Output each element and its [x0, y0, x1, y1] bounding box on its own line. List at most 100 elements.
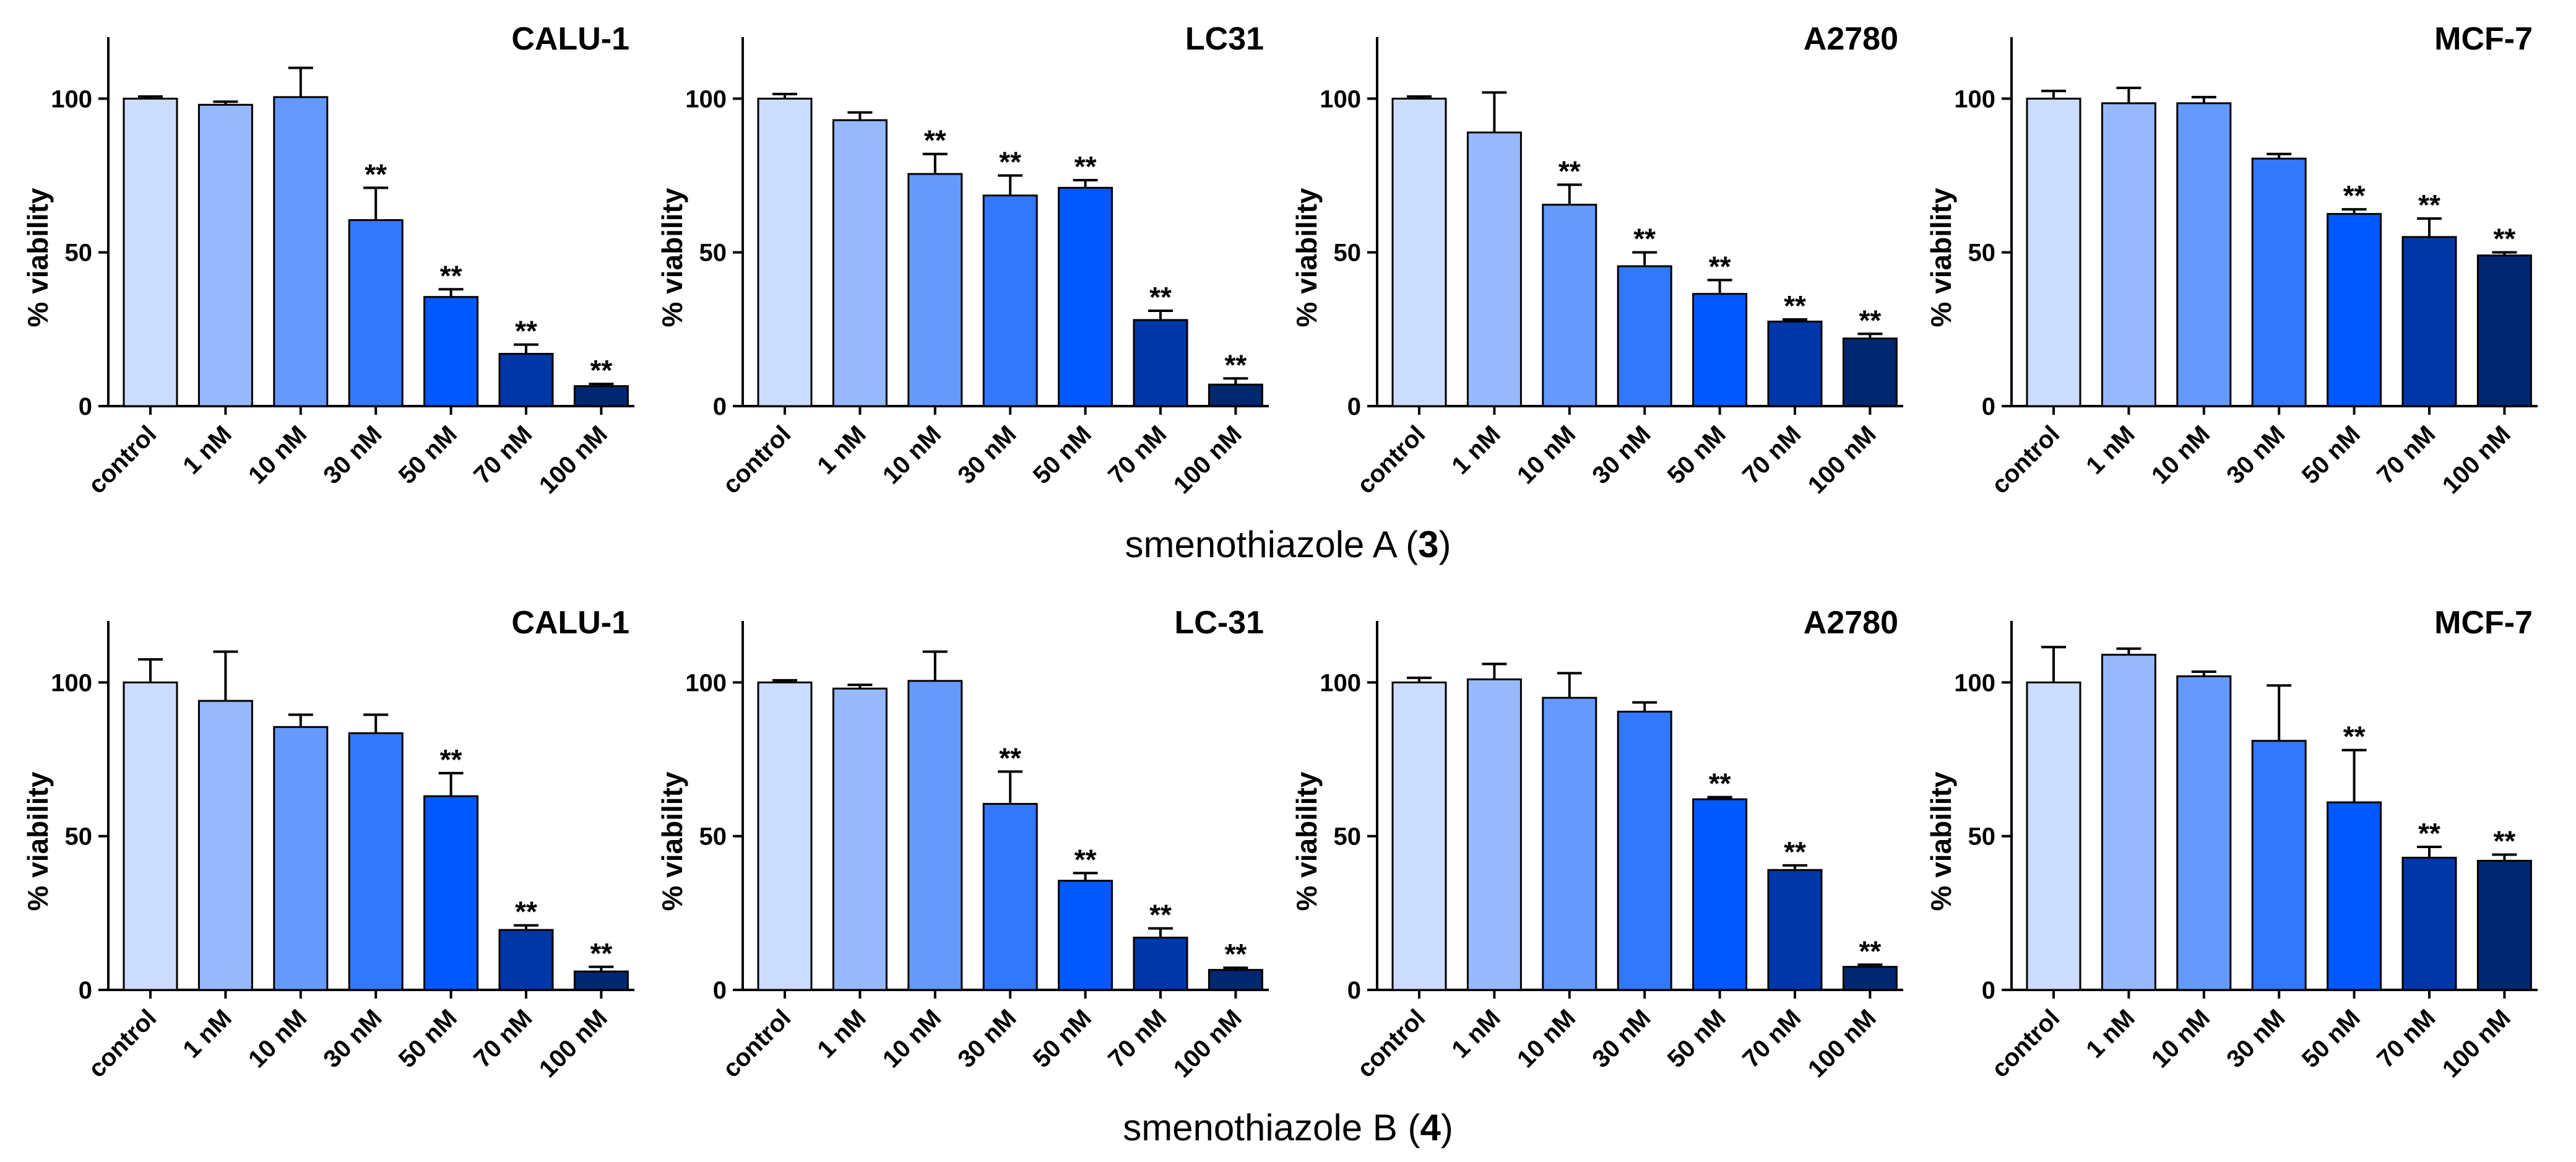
bar — [907, 173, 963, 407]
y-tick-label: 0 — [1347, 977, 1361, 1004]
significance-label: ** — [2493, 223, 2515, 255]
y-tick-label: 50 — [1968, 240, 1996, 267]
bar — [423, 795, 479, 991]
x-tick-label: 10 nM — [1512, 1004, 1581, 1073]
significance-label: ** — [515, 896, 537, 928]
x-tick-label: 10 nM — [878, 1004, 946, 1073]
chart-panel: A2780 % viability 0 50 100 control 1 nM 10 nM 30… — [1290, 605, 1903, 1083]
significance-label: ** — [1224, 938, 1247, 970]
x-tick-label: control — [717, 420, 796, 499]
significance-label: ** — [1709, 768, 1731, 800]
bar — [907, 680, 963, 991]
bar — [573, 385, 629, 407]
y-axis-label: % viability — [1290, 771, 1323, 911]
panel-title: LC31 — [1185, 21, 1264, 57]
significance-label: ** — [2343, 721, 2366, 753]
x-tick-label: 50 nM — [1662, 1004, 1731, 1073]
x-tick-label: 10 nM — [243, 420, 312, 489]
x-tick-label: 30 nM — [318, 1004, 387, 1073]
x-tick-label: 50 nM — [2297, 1004, 2366, 1073]
significance-label: ** — [365, 158, 387, 190]
x-tick-label: 30 nM — [2221, 1004, 2290, 1073]
x-tick-label: 50 nM — [1028, 1004, 1097, 1073]
bar — [1208, 969, 1263, 991]
x-tick-label: 100 nM — [1169, 1004, 1247, 1083]
x-tick-label: 70 nM — [2372, 420, 2440, 489]
row-caption-smenothiazole-b: smenothiazole B (4) — [1123, 1107, 1453, 1148]
x-tick-label: 100 nM — [1169, 420, 1247, 499]
y-tick-label: 100 — [1954, 85, 1995, 113]
x-tick-label: 70 nM — [1737, 420, 1806, 489]
bar — [2026, 681, 2081, 991]
panel-title: LC-31 — [1175, 605, 1264, 641]
bar — [1058, 186, 1113, 407]
chart-panel: LC31 % viability 0 50 100 control 1 nM ** 10 nM *… — [656, 21, 1269, 499]
bar — [982, 803, 1038, 991]
x-tick-label: 70 nM — [1737, 1004, 1806, 1073]
bar — [1133, 319, 1188, 407]
y-tick-label: 50 — [699, 240, 727, 267]
y-tick-label: 50 — [699, 823, 727, 851]
chart-panel: LC-31 % viability 0 50 100 control 1 nM 10 nM **… — [656, 605, 1269, 1083]
significance-label: ** — [924, 124, 946, 157]
y-tick-label: 0 — [1982, 393, 1995, 420]
bar — [982, 194, 1038, 407]
y-tick-label: 100 — [685, 85, 727, 113]
x-tick-label: 100 nM — [2437, 420, 2516, 499]
x-tick-label: 10 nM — [2146, 420, 2215, 489]
bar — [1692, 798, 1748, 991]
significance-label: ** — [1224, 349, 1247, 381]
significance-label: ** — [1784, 290, 1806, 322]
x-tick-label: 1 nM — [178, 1004, 237, 1064]
bar — [197, 103, 253, 407]
bar — [1466, 678, 1522, 991]
chart-panel: MCF-7 % viability 0 50 100 control 1 nM 10 nM 30… — [1925, 605, 2538, 1083]
significance-label: ** — [1633, 223, 1656, 255]
y-tick-label: 0 — [79, 977, 92, 1004]
bar — [2251, 157, 2307, 407]
bar — [2251, 740, 2307, 991]
bar — [832, 687, 888, 991]
x-tick-label: 70 nM — [1103, 420, 1172, 489]
y-tick-label: 50 — [1334, 823, 1362, 851]
y-tick-label: 100 — [1320, 85, 1361, 113]
x-tick-label: 100 nM — [534, 420, 613, 499]
y-axis-label: % viability — [1290, 188, 1323, 327]
y-tick-label: 50 — [65, 240, 93, 267]
significance-label: ** — [1859, 935, 1881, 967]
x-tick-label: 50 nM — [394, 420, 462, 489]
x-tick-label: control — [83, 420, 162, 499]
bar — [2476, 859, 2532, 991]
significance-label: ** — [2343, 180, 2366, 212]
bar — [1542, 204, 1597, 407]
y-tick-label: 100 — [1954, 669, 1995, 696]
x-tick-label: control — [717, 1004, 796, 1083]
x-tick-label: 30 nM — [1587, 1004, 1656, 1073]
panel-title: A2780 — [1804, 21, 1898, 57]
y-tick-label: 0 — [713, 977, 727, 1004]
y-axis-label: % viability — [22, 188, 54, 327]
bar — [2101, 654, 2156, 991]
panel-title: CALU-1 — [511, 605, 629, 641]
significance-label: ** — [515, 315, 537, 347]
bar — [348, 219, 404, 407]
x-tick-label: 1 nM — [1446, 420, 1506, 480]
bar — [1133, 937, 1188, 991]
x-tick-label: control — [83, 1004, 162, 1083]
x-tick-label: 30 nM — [953, 420, 1021, 489]
y-tick-label: 50 — [65, 823, 93, 851]
chart-panel: A2780 % viability 0 50 100 control 1 nM ** 10 nM… — [1290, 21, 1903, 499]
bar — [1058, 880, 1113, 991]
bar — [2327, 213, 2382, 407]
bar — [1466, 131, 1522, 407]
y-tick-label: 0 — [1982, 977, 1995, 1004]
bar — [2476, 254, 2532, 407]
x-tick-label: control — [1352, 420, 1430, 499]
x-tick-label: 100 nM — [534, 1004, 613, 1083]
significance-label: ** — [1074, 843, 1097, 875]
bar — [1391, 681, 1447, 991]
x-tick-label: 30 nM — [318, 420, 387, 489]
bar — [2401, 856, 2457, 991]
x-tick-label: 50 nM — [1028, 420, 1097, 489]
significance-label: ** — [1709, 250, 1731, 282]
